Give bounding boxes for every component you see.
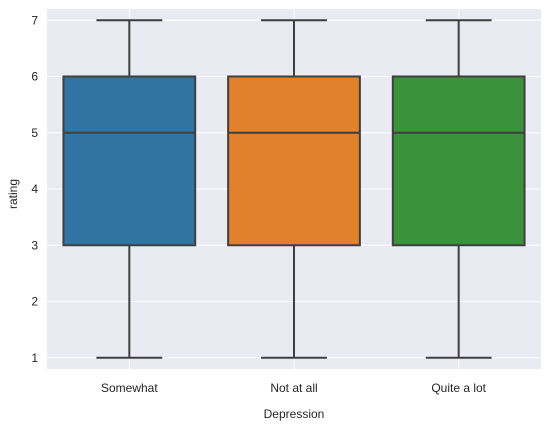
iqr-box [391,75,526,247]
x-axis-label: Depression [264,407,325,421]
x-tick-label: Somewhat [101,381,158,395]
y-tick-label: 4 [31,182,38,196]
iqr-box [227,75,361,247]
y-tick-label: 5 [31,126,38,140]
y-tick-labels: 1 2 3 4 5 6 7 [31,13,38,365]
y-tick-label: 2 [31,295,38,309]
x-tick-label: Quite a lot [431,381,486,395]
y-tick-label: 7 [31,13,38,27]
boxes [62,19,526,359]
box-not-at-all [227,19,361,359]
y-axis-label: rating [6,179,20,209]
y-tick-label: 6 [31,70,38,84]
y-tick-label: 1 [31,351,38,365]
iqr-box [62,75,197,247]
x-tick-label: Not at all [270,381,317,395]
box-quite-a-lot [391,19,526,359]
box-somewhat [62,19,197,359]
x-tick-labels: Somewhat Not at all Quite a lot [101,381,487,395]
y-tick-label: 3 [31,238,38,252]
